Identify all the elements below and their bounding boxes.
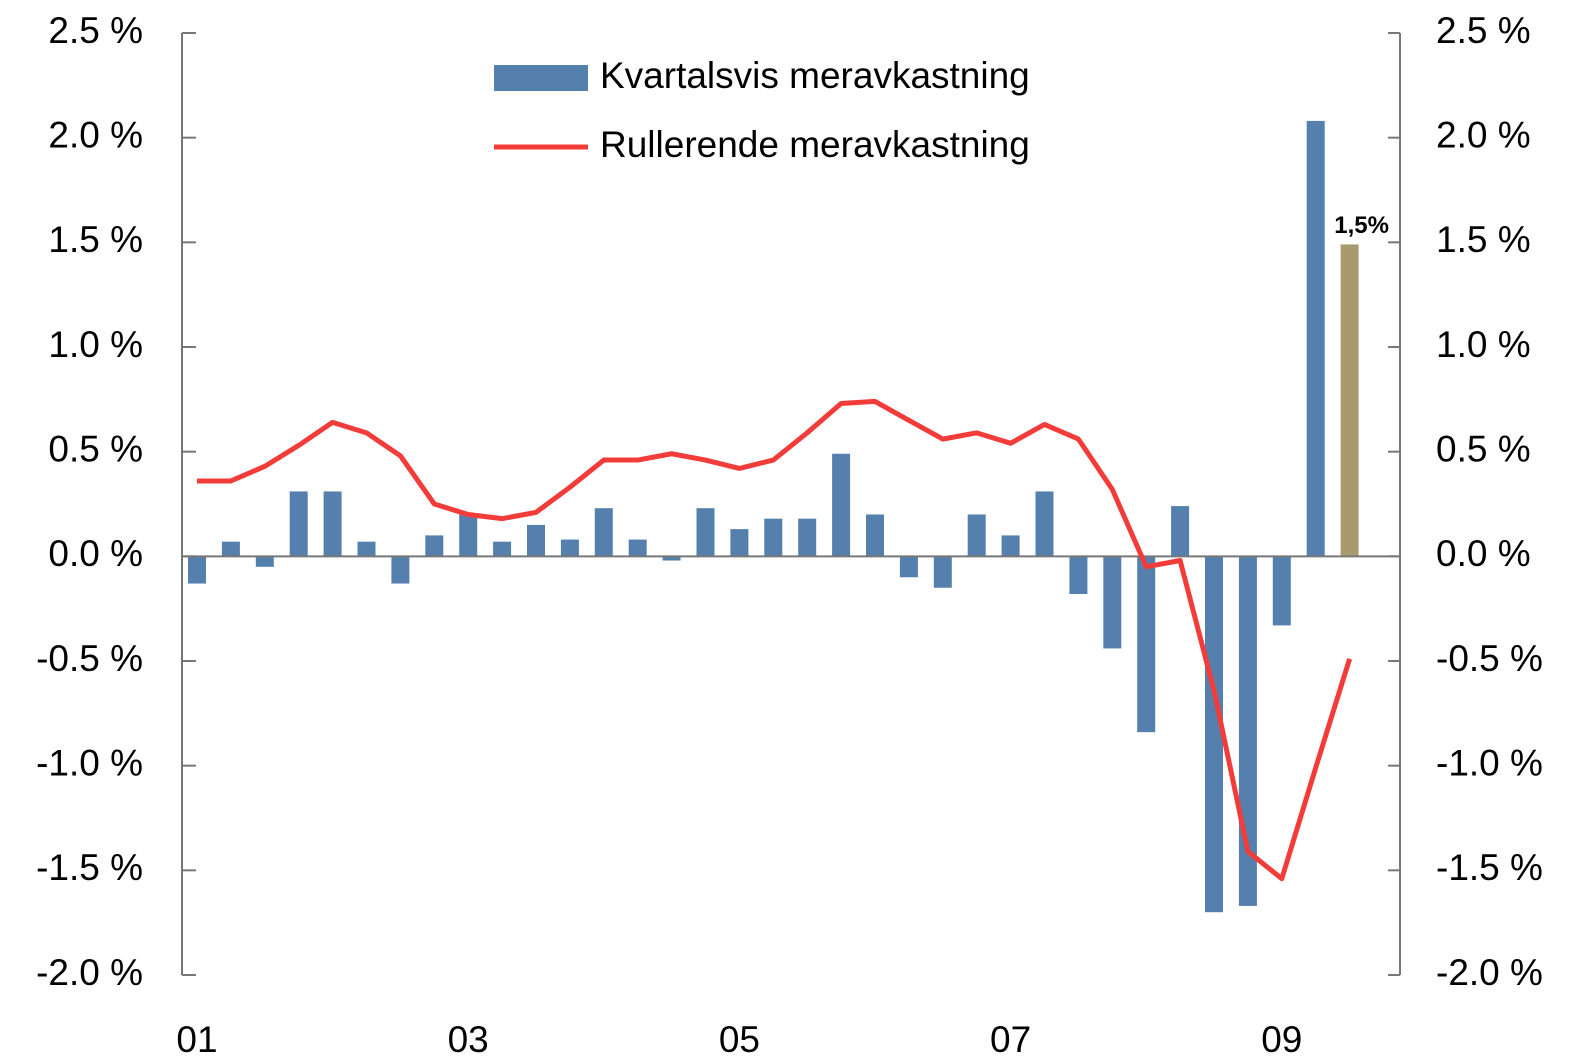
y2-tick-label: -1.0 %: [1436, 742, 1543, 783]
y-tick-label: 2.0 %: [48, 114, 143, 155]
y2-tick-label: 1.5 %: [1436, 219, 1531, 260]
bar: [459, 514, 478, 557]
bar: [1103, 556, 1122, 649]
y2-tick-label: 1.0 %: [1436, 324, 1531, 365]
bar: [1137, 556, 1156, 733]
bar: [188, 556, 206, 584]
bar: [798, 518, 817, 557]
y-tick-label: -0.5 %: [36, 638, 143, 679]
bar: [560, 539, 579, 557]
bar: [221, 541, 240, 557]
x-tick-label: 03: [448, 1019, 489, 1060]
y2-tick-label: 0.0 %: [1436, 533, 1531, 574]
line: [197, 398, 1352, 882]
bar: [391, 556, 410, 584]
bar: [289, 491, 308, 557]
bar: [832, 453, 851, 557]
legend-swatch: [494, 65, 588, 91]
y-tick-label: -2.0 %: [36, 952, 143, 993]
y-tick-label: 0.5 %: [48, 428, 143, 469]
bar: [1340, 244, 1359, 557]
bar: [628, 539, 647, 557]
x-tick-label: 01: [176, 1019, 217, 1060]
bar: [696, 508, 715, 557]
y2-tick-label: 2.0 %: [1436, 114, 1531, 155]
y2-tick-label: -2.0 %: [1436, 952, 1543, 993]
bar: [899, 556, 918, 578]
bar: [866, 514, 884, 557]
bar: [1069, 556, 1088, 595]
y-tick-label: 2.5 %: [48, 10, 143, 51]
bar: [1001, 535, 1020, 557]
bar: [493, 541, 512, 557]
bar: [594, 508, 613, 557]
data-label: 1,5%: [1334, 212, 1389, 239]
bar: [425, 535, 444, 557]
y2-tick-label: 2.5 %: [1436, 10, 1531, 51]
y-tick-label: 1.0 %: [48, 324, 143, 365]
bar: [1272, 556, 1291, 626]
y-tick-label: 1.5 %: [48, 219, 143, 260]
bar: [764, 518, 783, 557]
x-tick-label: 09: [1261, 1019, 1302, 1060]
bar: [527, 524, 545, 557]
bar: [730, 529, 749, 557]
legend-label: Kvartalsvis meravkastning: [600, 55, 1030, 96]
y-tick-label: 0.0 %: [48, 533, 143, 574]
bar: [1171, 506, 1190, 557]
legend-label: Rullerende meravkastning: [600, 124, 1030, 165]
bar: [933, 556, 952, 588]
y2-tick-label: -1.5 %: [1436, 847, 1543, 888]
bar: [1205, 556, 1223, 913]
bar: [1035, 491, 1054, 557]
y-tick-label: -1.0 %: [36, 742, 143, 783]
y2-tick-label: 0.5 %: [1436, 428, 1531, 469]
bar: [662, 556, 681, 561]
y-tick-label: -1.5 %: [36, 847, 143, 888]
bar: [1306, 120, 1325, 557]
x-tick-label: 07: [990, 1019, 1031, 1060]
bar: [967, 514, 986, 557]
bar: [323, 491, 342, 557]
bar: [357, 541, 376, 557]
x-tick-label: 05: [719, 1019, 760, 1060]
bar: [255, 556, 274, 567]
y2-tick-label: -0.5 %: [1436, 638, 1543, 679]
